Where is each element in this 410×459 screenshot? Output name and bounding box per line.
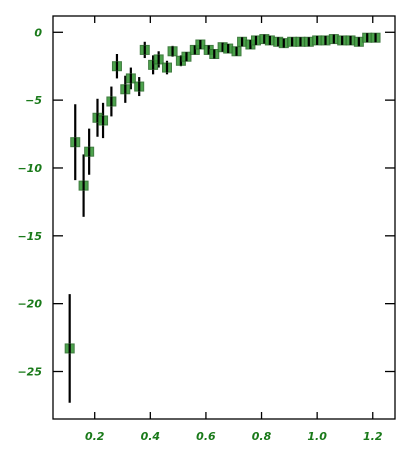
y-tick-label: −15 xyxy=(17,230,42,243)
y-tick-label: −25 xyxy=(17,366,42,379)
y-tick-label: 0 xyxy=(34,26,42,39)
x-tick-label: 0.8 xyxy=(252,430,272,443)
x-tick-label: 0.6 xyxy=(196,430,216,443)
y-tick-label: −10 xyxy=(17,162,42,175)
data-markers xyxy=(64,32,381,354)
x-tick-label: 1.0 xyxy=(307,430,327,443)
x-tick-label: 0.2 xyxy=(85,430,105,443)
x-tick-label: 1.2 xyxy=(363,430,383,443)
y-tick-label: −20 xyxy=(17,298,42,311)
plot-frame xyxy=(52,15,396,420)
x-tick-label: 0.4 xyxy=(141,430,161,443)
y-tick-label: −5 xyxy=(25,94,42,107)
y-axis-ticks: 0 −5 −10 −15 −20 −25 xyxy=(17,26,395,379)
error-bars xyxy=(68,34,377,403)
x-axis-ticks: 0.2 0.4 0.6 0.8 1.0 1.2 xyxy=(85,16,383,443)
